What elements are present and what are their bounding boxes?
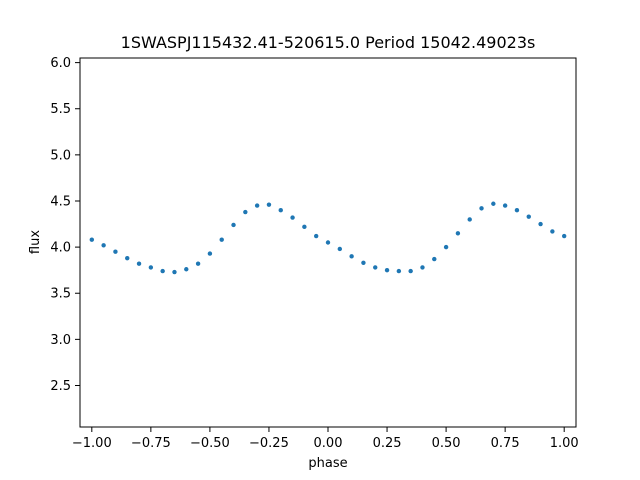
data-point [113, 249, 118, 254]
x-tick-label: 0.00 [314, 436, 343, 451]
data-point [373, 265, 378, 270]
y-tick-label: 4.5 [50, 194, 71, 209]
data-point [467, 217, 472, 222]
data-point [491, 201, 496, 206]
data-point [278, 208, 283, 213]
data-point [160, 268, 165, 274]
data-point [302, 224, 307, 230]
chart-title: 1SWASPJ115432.41-520615.0 Period 15042.4… [121, 33, 536, 52]
data-point [420, 265, 425, 270]
data-point [89, 237, 95, 242]
x-tick-label: 1.00 [550, 436, 579, 451]
y-axis-label: flux [28, 230, 43, 254]
data-point [219, 237, 224, 242]
data-point [550, 229, 555, 234]
y-tick-label: 6.0 [50, 56, 71, 71]
data-point [502, 203, 508, 208]
data-point [384, 267, 390, 273]
data-point [136, 261, 142, 266]
x-tick-label: 0.25 [373, 436, 402, 451]
y-axis-ticks: 2.5 3.0 3.5 4.0 4.5 5.0 5.5 6.0 [50, 56, 80, 394]
data-point [231, 222, 236, 228]
data-point [243, 209, 248, 215]
x-tick-label: −0.25 [249, 436, 289, 451]
data-point [207, 251, 213, 256]
y-tick-label: 2.5 [50, 379, 71, 394]
data-point [325, 240, 331, 245]
data-point [526, 214, 531, 219]
data-point [349, 254, 354, 259]
x-tick-label: −0.50 [190, 436, 230, 451]
data-point [125, 255, 130, 261]
y-tick-label: 3.5 [50, 287, 71, 302]
x-tick-label: −0.75 [131, 436, 171, 451]
data-point [172, 269, 177, 275]
data-point [538, 221, 543, 227]
y-tick-label: 5.5 [50, 102, 71, 117]
x-axis-ticks: −1.00 −0.75 −0.50 −0.25 0.00 0.25 0.50 0.75 1.00 [72, 427, 579, 451]
data-point [290, 215, 295, 220]
data-point [561, 233, 567, 239]
x-tick-label: −1.00 [72, 436, 112, 451]
y-tick-label: 3.0 [50, 333, 71, 348]
x-tick-label: 0.50 [432, 436, 461, 451]
data-point [195, 261, 201, 266]
data-point [408, 268, 413, 274]
data-point [254, 203, 260, 208]
x-axis-label: phase [308, 456, 347, 471]
data-point [337, 246, 343, 252]
x-tick-label: 0.75 [491, 436, 520, 451]
data-point [479, 206, 484, 211]
scatter-points [89, 201, 567, 275]
data-point [266, 202, 272, 207]
data-point [184, 267, 189, 272]
data-point [313, 233, 319, 239]
data-point [432, 256, 437, 262]
y-tick-label: 5.0 [50, 148, 71, 163]
y-tick-label: 4.0 [50, 241, 71, 256]
data-point [443, 244, 449, 250]
data-point [455, 231, 461, 236]
data-point [148, 265, 154, 270]
data-point [361, 260, 366, 265]
data-point [514, 208, 520, 213]
data-point [101, 243, 106, 248]
data-point [396, 268, 402, 274]
